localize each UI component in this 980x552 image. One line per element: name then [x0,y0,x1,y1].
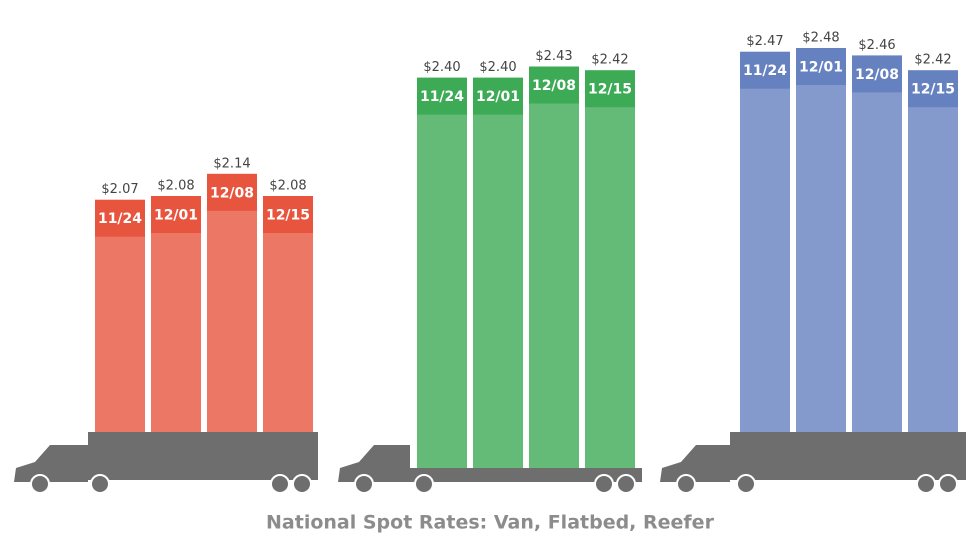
week-label: 12/01 [799,60,843,76]
week-label: 12/01 [154,208,198,224]
bar-body-tint [417,114,467,468]
bar-body-tint [263,233,313,432]
trailer [730,432,966,480]
bar [796,48,846,432]
week-label: 12/15 [911,82,955,98]
week-label: 12/15 [266,208,310,224]
value-label: $2.42 [914,53,951,68]
week-label: 12/08 [532,78,576,94]
bar-body-tint [740,88,790,432]
week-label: 12/08 [855,67,899,83]
week-label: 12/01 [476,89,520,105]
bar-body-tint [529,103,579,468]
cab [14,445,88,482]
bar-body-tint [796,85,846,432]
cab [660,445,730,482]
value-label: $2.47 [746,34,783,49]
bar-body-tint [852,92,902,433]
bar [263,196,313,432]
week-label: 11/24 [743,63,787,79]
trailer [88,432,318,480]
value-label: $2.46 [858,38,895,53]
trailer [410,468,642,482]
value-label: $2.07 [101,182,138,197]
value-label: $2.42 [591,53,628,68]
bar [908,70,958,432]
bar [95,199,145,432]
bar [852,55,902,433]
value-label: $2.48 [802,31,839,46]
bar [585,70,635,468]
bar-body-tint [908,107,958,432]
value-label: $2.40 [423,60,460,75]
bar-body-tint [207,210,257,432]
week-label: 12/08 [210,185,254,201]
bar [207,173,257,433]
bar-body-tint [95,236,145,432]
value-label: $2.43 [535,49,572,64]
chart-title: National Spot Rates: Van, Flatbed, Reefe… [266,512,715,534]
week-label: 12/15 [588,82,632,98]
value-label: $2.08 [157,179,194,194]
bar [417,77,467,468]
bar [151,196,201,432]
value-label: $2.14 [213,156,250,171]
bar-body-tint [585,107,635,468]
bar [529,66,579,468]
cab [338,445,410,482]
week-label: 11/24 [98,211,142,227]
bar-body-tint [473,114,523,468]
value-label: $2.40 [479,60,516,75]
week-label: 11/24 [420,89,464,105]
bar-body-tint [151,233,201,432]
value-label: $2.08 [269,179,306,194]
trucks [14,432,966,494]
bar [473,77,523,468]
bar [740,51,790,432]
